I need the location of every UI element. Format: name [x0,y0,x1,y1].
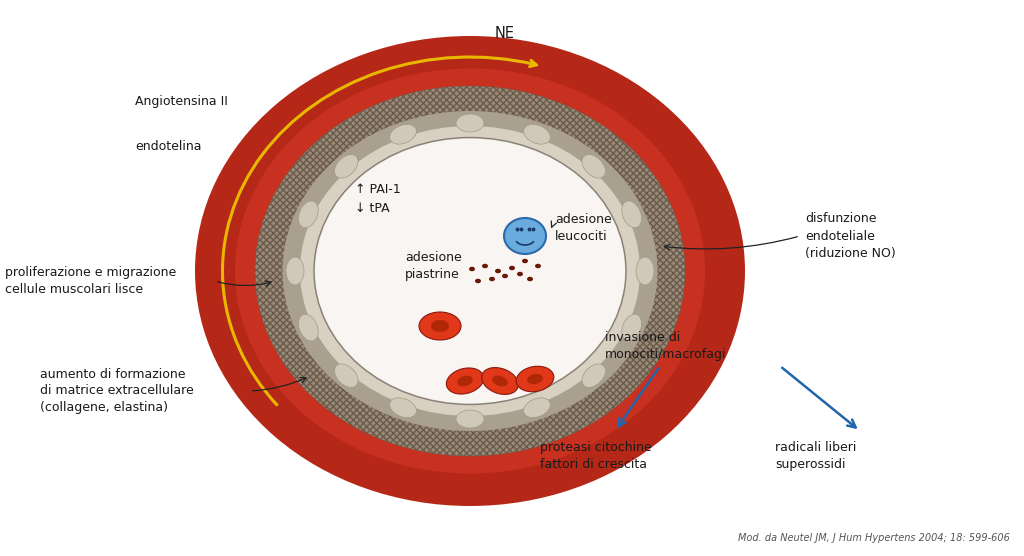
Ellipse shape [622,314,642,341]
Ellipse shape [495,269,501,273]
Text: proteasi citochine
fattori di crescita: proteasi citochine fattori di crescita [540,441,651,471]
Text: adesione
piastrine: adesione piastrine [406,251,462,281]
Ellipse shape [298,314,318,341]
Ellipse shape [509,266,515,270]
Ellipse shape [516,366,554,392]
Ellipse shape [456,114,484,132]
Text: NE: NE [495,26,515,41]
Ellipse shape [335,364,358,388]
Ellipse shape [535,264,541,268]
Ellipse shape [446,368,483,394]
Text: proliferazione e migrazione
cellule muscolari lisce: proliferazione e migrazione cellule musc… [5,266,176,296]
Ellipse shape [527,277,534,281]
Ellipse shape [475,279,481,283]
Ellipse shape [195,36,745,506]
Ellipse shape [456,410,484,428]
Text: ↑ PAI-1
↓ tPA: ↑ PAI-1 ↓ tPA [355,183,400,215]
Ellipse shape [523,398,550,418]
Text: endotelina: endotelina [135,140,202,152]
Text: Angiotensina II: Angiotensina II [135,95,228,107]
Ellipse shape [283,111,657,431]
Ellipse shape [493,375,508,386]
Text: aumento di formazione
di matrice extracellulare
(collagene, elastina): aumento di formazione di matrice extrace… [40,368,194,415]
Ellipse shape [234,68,705,474]
Ellipse shape [523,125,550,144]
Text: Mod. da Neutel JM, J Hum Hypertens 2004; 18: 599-606: Mod. da Neutel JM, J Hum Hypertens 2004;… [738,533,1010,543]
Ellipse shape [582,364,605,388]
Text: invasione di
monociti/macrofagi: invasione di monociti/macrofagi [605,331,726,361]
Ellipse shape [489,277,495,281]
Text: radicali liberi
superossidi: radicali liberi superossidi [775,441,856,471]
Ellipse shape [390,398,417,418]
Ellipse shape [582,155,605,178]
Ellipse shape [431,320,449,332]
Ellipse shape [622,201,642,228]
Ellipse shape [504,218,546,254]
Ellipse shape [457,376,473,386]
Text: disfunzione
endoteliale
(riduzione NO): disfunzione endoteliale (riduzione NO) [805,212,896,260]
Ellipse shape [469,267,475,271]
Ellipse shape [286,257,304,285]
Ellipse shape [315,138,625,404]
Ellipse shape [522,259,528,263]
Ellipse shape [298,201,318,228]
Ellipse shape [390,125,417,144]
Ellipse shape [527,374,543,384]
Ellipse shape [255,86,685,456]
Ellipse shape [481,368,518,394]
Ellipse shape [482,264,488,268]
Ellipse shape [335,155,358,178]
Text: adesione
leucociti: adesione leucociti [555,213,611,243]
Ellipse shape [419,312,461,340]
Ellipse shape [300,126,640,416]
Ellipse shape [517,272,523,276]
Ellipse shape [636,257,654,285]
Ellipse shape [502,274,508,278]
